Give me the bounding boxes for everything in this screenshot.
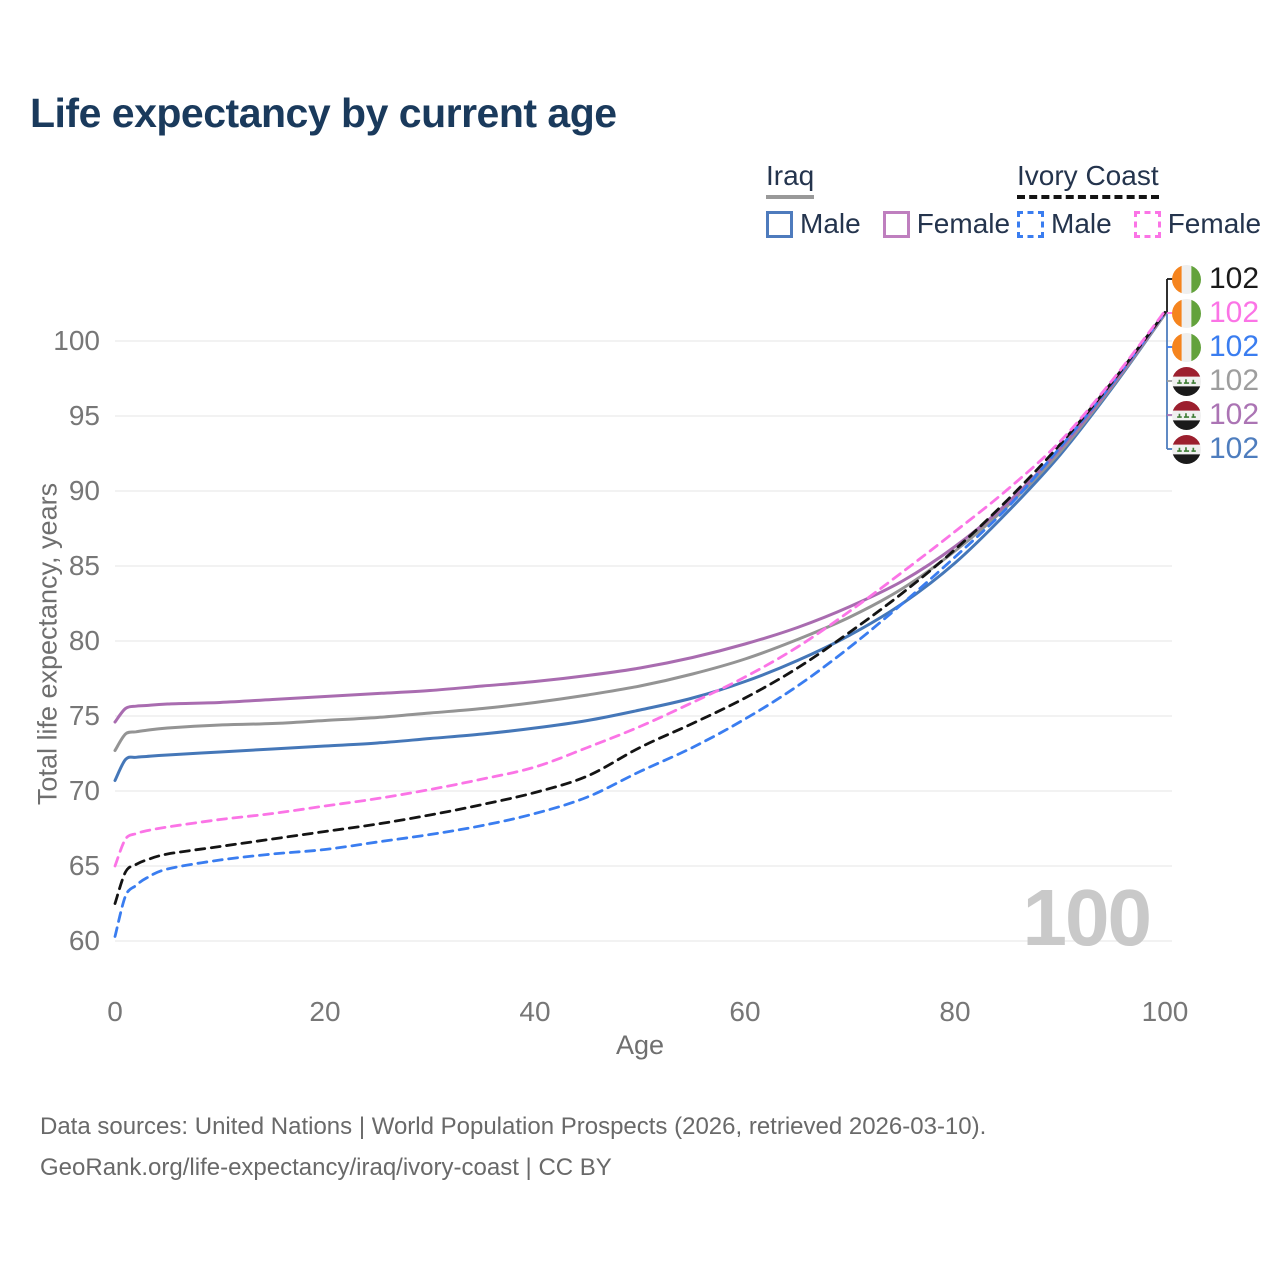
- legend: Iraq Male Female Ivory Coast Male Female: [0, 160, 1280, 240]
- y-tick-label: 65: [68, 850, 100, 881]
- legend-swatch-icon: [882, 210, 910, 238]
- series-line-ivory-coast-male[interactable]: [113, 311, 1167, 938]
- legend-swatch-icon: [1133, 210, 1161, 238]
- x-tick-label: 80: [939, 996, 971, 1027]
- legend-item-iraq-female[interactable]: Female: [882, 208, 1011, 240]
- end-label-row-ivory-coast-male[interactable]: 102: [1172, 330, 1259, 364]
- footer: Data sources: United Nations | World Pop…: [40, 1106, 986, 1188]
- x-axis-title: Age: [615, 1030, 665, 1060]
- series-line-ivory-coast-female[interactable]: [113, 309, 1167, 868]
- end-value: 102: [1209, 364, 1260, 397]
- x-tick-label: 20: [309, 996, 341, 1027]
- current-age-watermark: 100: [1022, 873, 1152, 962]
- end-value: 102: [1209, 296, 1260, 329]
- y-tick-label: 100: [53, 325, 100, 356]
- y-tick-label: 90: [68, 475, 100, 506]
- x-tick-label: 100: [1141, 996, 1189, 1027]
- y-tick-label: 80: [68, 625, 100, 656]
- footer-link: GeoRank.org/life-expectancy/iraq/ivory-c…: [40, 1154, 612, 1181]
- legend-item-label: Male: [800, 208, 861, 239]
- legend-item-label: Male: [1051, 208, 1112, 239]
- end-value: 102: [1209, 398, 1260, 431]
- legend-item-ivory-coast-male[interactable]: Male: [1017, 208, 1112, 240]
- page-title: Life expectancy by current age: [30, 90, 617, 136]
- y-tick-label: 60: [68, 925, 100, 956]
- legend-item-ivory-coast-female[interactable]: Female: [1133, 208, 1262, 240]
- end-value-labels: 102 102 102 102 102 102: [1172, 262, 1259, 466]
- end-value: 102: [1209, 330, 1260, 363]
- end-value: 102: [1209, 262, 1260, 295]
- y-tick-label: 95: [68, 400, 100, 431]
- ivory-coast-flag-icon: [1172, 332, 1201, 362]
- legend-item-label: Female: [1167, 208, 1262, 239]
- end-value: 102: [1209, 432, 1260, 465]
- legend-swatch-icon: [1017, 210, 1044, 238]
- y-tick-label: 75: [68, 700, 100, 731]
- legend-group-iraq: Iraq Male Female: [766, 160, 1032, 240]
- y-tick-label: 85: [68, 550, 100, 581]
- series-line-iraq-male[interactable]: [113, 312, 1167, 782]
- legend-item-label: Female: [916, 208, 1011, 239]
- legend-group-ivory-coast: Ivory Coast Male Female: [1017, 160, 1280, 240]
- end-label-row-ivory-coast-female[interactable]: 102: [1172, 296, 1259, 330]
- series-line-iraq-both[interactable]: [113, 312, 1167, 752]
- x-tick-label: 40: [519, 996, 551, 1027]
- series-line-iraq-female[interactable]: [113, 311, 1167, 724]
- legend-item-iraq-male[interactable]: Male: [766, 208, 861, 240]
- gridlines: [115, 340, 1172, 942]
- iraq-flag-icon: [1172, 400, 1201, 430]
- iraq-flag-icon: [1172, 434, 1201, 464]
- y-tick-label: 70: [68, 775, 100, 806]
- ivory-coast-flag-icon: [1172, 298, 1201, 328]
- end-label-row-iraq-female[interactable]: 102: [1172, 398, 1259, 432]
- legend-swatch-icon: [766, 210, 793, 238]
- legend-country-label[interactable]: Ivory Coast: [1017, 160, 1159, 199]
- series-lines: [113, 309, 1167, 938]
- x-tick-label: 60: [729, 996, 761, 1027]
- iraq-flag-icon: [1172, 366, 1201, 396]
- end-label-row-iraq-both[interactable]: 102: [1172, 364, 1259, 398]
- ivory-coast-flag-icon: [1172, 264, 1201, 294]
- legend-country-label[interactable]: Iraq: [766, 160, 815, 199]
- series-line-ivory-coast-both[interactable]: [113, 311, 1167, 905]
- x-tick-label: 0: [107, 996, 123, 1027]
- end-label-row-iraq-male[interactable]: 102: [1172, 432, 1259, 466]
- end-label-row-ivory-coast-both[interactable]: 102: [1172, 262, 1259, 296]
- footer-sources: Data sources: United Nations | World Pop…: [40, 1113, 987, 1140]
